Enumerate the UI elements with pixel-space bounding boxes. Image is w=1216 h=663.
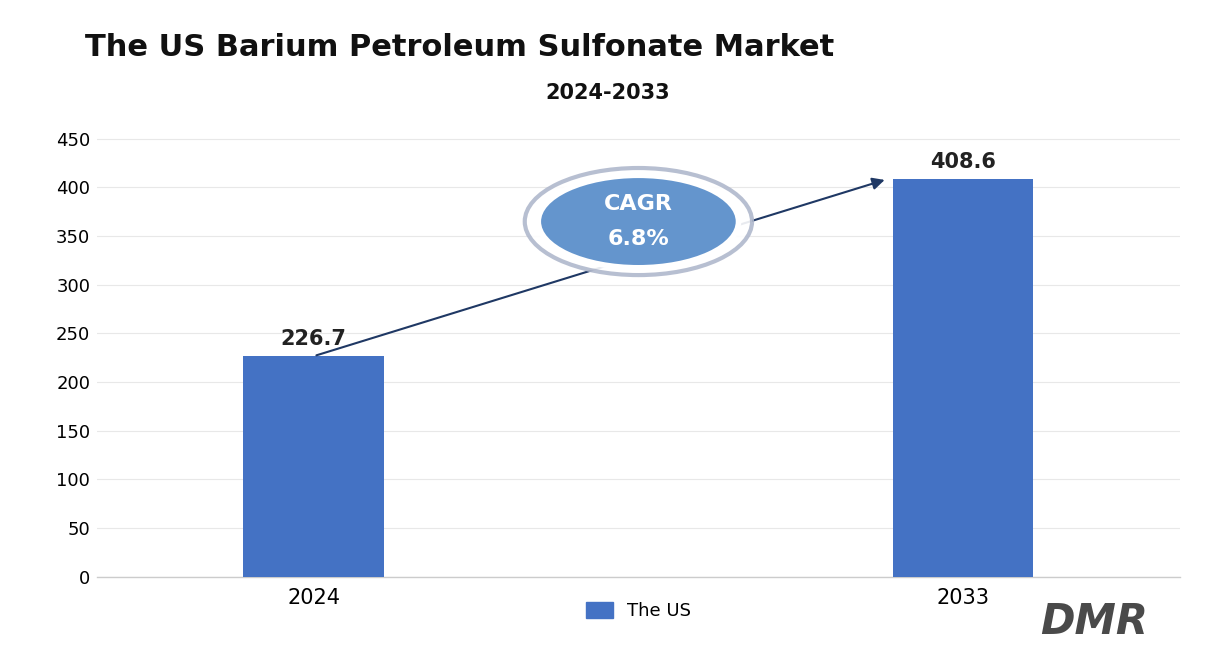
Ellipse shape	[539, 175, 738, 268]
Bar	[893, 179, 1034, 577]
Text: DMR: DMR	[1041, 601, 1148, 643]
Ellipse shape	[525, 168, 751, 275]
Legend: The US: The US	[579, 595, 698, 627]
Text: 6.8%: 6.8%	[608, 229, 669, 249]
Text: 2024-2033: 2024-2033	[546, 83, 670, 103]
Bar	[243, 356, 384, 577]
Text: CAGR: CAGR	[604, 194, 672, 214]
Text: 226.7: 226.7	[281, 330, 347, 349]
Text: The US Barium Petroleum Sulfonate Market: The US Barium Petroleum Sulfonate Market	[85, 33, 834, 62]
Text: 408.6: 408.6	[930, 152, 996, 172]
